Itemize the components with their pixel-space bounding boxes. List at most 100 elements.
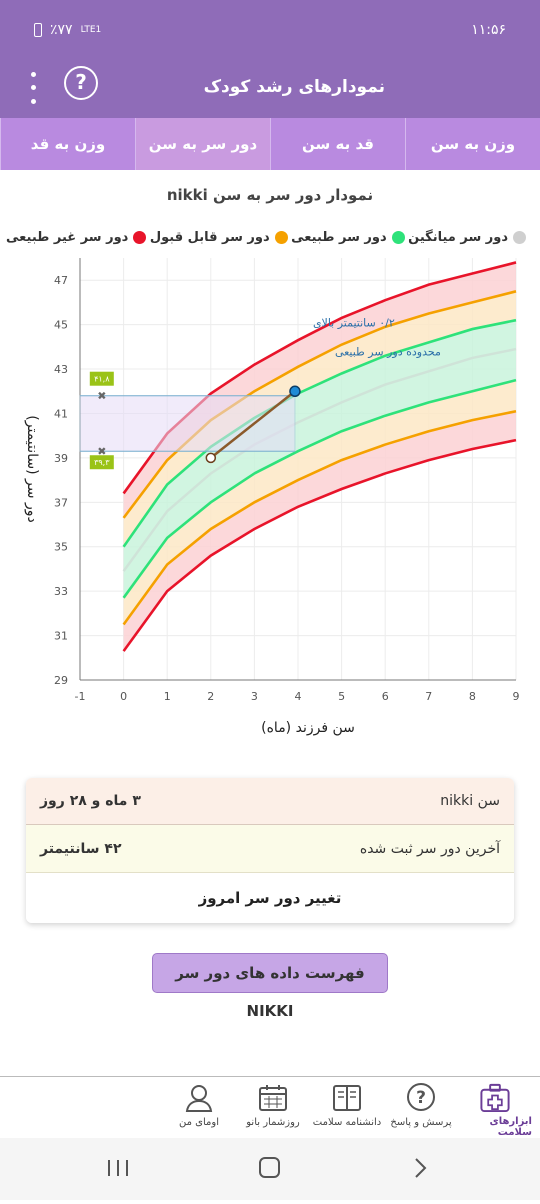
battery-level: ٪۷۷ [50,22,73,38]
range-badge [89,371,114,386]
network-label: LTE1 [80,25,102,35]
tab-weight-height[interactable]: وزن به قد [0,118,135,170]
x-tick-label: 4 [295,690,302,703]
last-measure-label: آخرین دور سر ثبت شده [359,840,500,857]
x-axis-label: سن فرزند (ماه) [261,720,355,736]
band-fill [123,411,516,652]
chart-tabs: وزن به سن قد به سن دور سر به سن وزن به ق… [0,118,540,170]
home-icon[interactable] [259,1157,280,1178]
child-point-latest [289,385,301,398]
y-tick-label: 35 [54,541,68,554]
bottom-navigation: ابزارهای سلامت ? پرسش و پاسخ دانشنامه سل… [0,1076,540,1138]
legend-dot-normal [391,231,405,244]
band-fill [123,262,516,518]
x-tick-label: 2 [207,690,214,703]
y-tick-label: 31 [54,630,68,643]
y-tick-label: 43 [54,363,68,376]
data-list-button[interactable]: فهرست داده های دور سر NIKKI [152,953,388,1020]
last-measure-value: ۴۲ سانتیمتر [40,840,122,857]
legend-dot-mean [513,231,526,244]
y-tick-label: 29 [54,674,68,687]
nav-label: دانشنامه سلامت [312,1117,382,1128]
range-box [79,395,296,452]
legend-label-mean: دور سر میانگین [408,230,508,245]
range-badge [89,455,114,470]
band-fill [123,291,516,547]
x-tick-label: 8 [469,690,476,703]
age-row: سن nikki ۳ ماه و ۲۸ روز [26,778,514,825]
y-tick-label: 41 [54,407,68,420]
medical-kit-icon [480,1083,510,1113]
annotation-text: ۰/۲ سانتیمتر بالای [313,317,395,330]
battery-icon [34,23,42,37]
nav-label: ابزارهای سلامت [489,1116,532,1138]
legend-item-mean[interactable]: دور سر میانگین [408,230,526,245]
page-title: نمودارهای رشد کودک [203,77,385,97]
status-left: ٪۷۷ LTE1 [34,22,101,38]
nav-label: پرسش و پاسخ [390,1117,452,1128]
age-label: سن nikki [440,793,500,809]
y-tick-label: 39 [54,452,68,465]
y-axis-label: دور سر (سانتیمتر) [24,415,40,522]
more-menu-icon[interactable] [24,68,42,108]
nav-health-tools[interactable]: ابزارهای سلامت [458,1077,532,1138]
x-tick-label: 7 [425,690,432,703]
app-bar: ? نمودارهای رشد کودک [0,62,540,118]
nav-qa[interactable]: ? پرسش و پاسخ [384,1077,458,1138]
legend-dot-acceptable [274,231,288,244]
y-tick-label: 33 [54,585,68,598]
range-badge-label: ۳۹,۳ [94,458,110,467]
change-today-button[interactable]: تغییر دور سر امروز [26,873,514,923]
x-tick-label: 1 [164,690,171,703]
calendar-icon [259,1085,287,1111]
series-line-normal [122,318,517,548]
x-tick-label: -1 [75,690,86,703]
y-tick-label: 47 [54,274,68,287]
tab-weight-age[interactable]: وزن به سن [405,118,540,170]
question-icon: ? [407,1083,435,1111]
legend-item-normal[interactable]: دور سر طبیعی [291,230,405,245]
x-tick-label: 0 [120,690,127,703]
series-line-normal [122,378,517,599]
system-navigation [0,1138,540,1200]
book-icon [333,1085,361,1111]
band-fill [123,320,516,572]
nav-encyclopedia[interactable]: دانشنامه سلامت [310,1077,384,1138]
child-point [205,452,217,464]
age-value: ۳ ماه و ۲۸ روز [40,793,141,809]
recent-apps-icon[interactable] [108,1160,128,1176]
legend-item-acceptable[interactable]: دور سر قابل قبول [150,230,288,245]
x-tick-label: 6 [382,690,389,703]
range-badge-label: ۴۱,۸ [94,375,110,384]
chart-title: نمودار دور سر به سن nikki [166,186,374,204]
chart-legend: دور سر غیر طبیعی دور سر قابل قبول دور سر… [6,230,526,245]
y-tick-label: 45 [54,319,68,332]
system-nav-icons [108,1157,427,1178]
svg-text:?: ? [416,1088,426,1108]
legend-dot-abnormal [133,231,147,244]
info-card: سن nikki ۳ ماه و ۲۸ روز آخرین دور سر ثبت… [26,778,514,923]
child-growth-line [210,390,296,459]
last-measure-row: آخرین دور سر ثبت شده ۴۲ سانتیمتر [26,825,514,873]
y-tick-label: 37 [54,496,68,509]
nav-label: روزشمار بانو [246,1117,300,1128]
x-tick-label: 5 [338,690,345,703]
status-time: ۱۱:۵۶ [471,22,506,38]
back-icon[interactable] [415,1158,427,1178]
range-marker: ✖ [97,445,106,458]
legend-item-abnormal[interactable]: دور سر غیر طبیعی [6,230,147,245]
legend-label-normal: دور سر طبیعی [291,230,387,245]
range-marker: ✖ [97,390,106,403]
annotation-text: محدوده دور سر طبیعی [335,345,441,358]
x-tick-label: 3 [251,690,258,703]
help-icon[interactable]: ? [64,66,98,100]
nav-profile[interactable]: اومای من [162,1077,236,1138]
legend-label-acceptable: دور سر قابل قبول [149,230,270,245]
tab-height-age[interactable]: قد به سن [270,118,405,170]
nav-calendar[interactable]: روزشمار بانو [236,1077,310,1138]
legend-label-abnormal: دور سر غیر طبیعی [6,230,129,245]
tab-head-age[interactable]: دور سر به سن [135,118,270,170]
profile-icon [185,1085,213,1112]
series-line-abnormal [122,438,517,652]
